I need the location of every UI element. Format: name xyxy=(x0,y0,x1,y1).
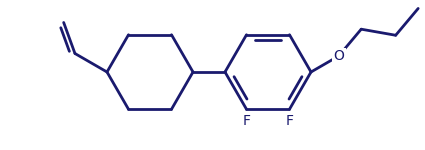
Text: O: O xyxy=(333,49,344,63)
Text: F: F xyxy=(243,114,250,128)
Text: F: F xyxy=(286,114,294,128)
